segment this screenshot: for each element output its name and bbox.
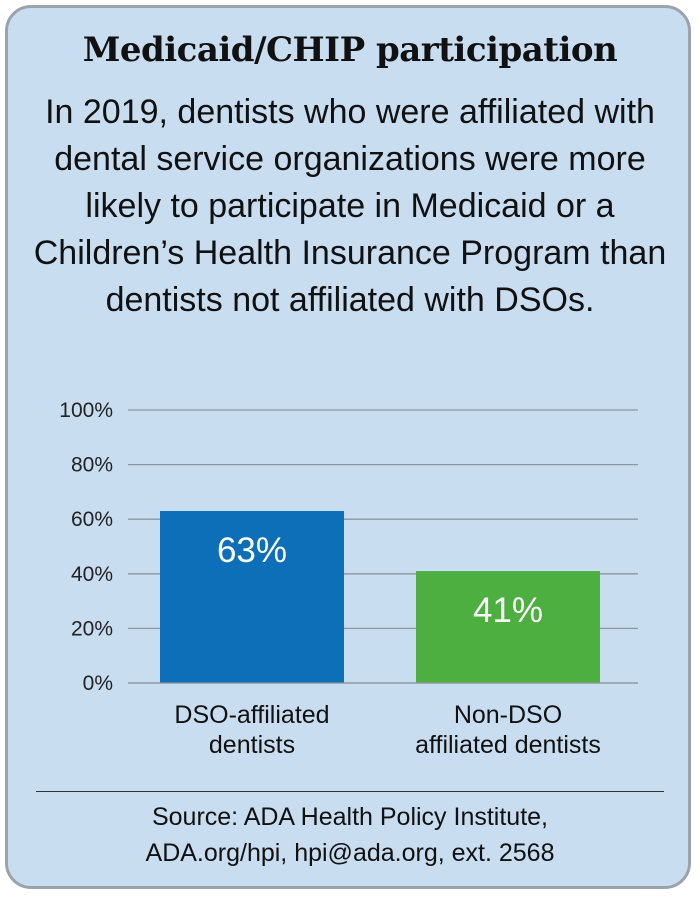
y-tick-label: 40% bbox=[71, 563, 113, 586]
data-label: 41% bbox=[473, 591, 543, 630]
y-tick-label: 60% bbox=[71, 508, 113, 531]
y-tick-label: 20% bbox=[71, 617, 113, 640]
data-label: 63% bbox=[217, 531, 287, 570]
category-label: dentists bbox=[209, 731, 295, 759]
y-tick-label: 80% bbox=[71, 454, 113, 477]
infographic-card bbox=[5, 5, 691, 889]
y-tick-label: 0% bbox=[83, 672, 113, 695]
divider bbox=[36, 791, 664, 792]
y-tick-label: 100% bbox=[59, 399, 113, 422]
bar bbox=[160, 511, 344, 683]
category-label: Non-DSO bbox=[454, 701, 562, 729]
chart-title: Medicaid/CHIP participation bbox=[82, 30, 618, 70]
source-line-2: ADA.org/hpi, hpi@ada.org, ext. 2568 bbox=[145, 839, 555, 867]
category-label: affiliated dentists bbox=[415, 731, 601, 759]
source-note: Source: ADA Health Policy Institute, ADA… bbox=[0, 799, 700, 871]
bar bbox=[416, 571, 600, 683]
chart-subtitle: In 2019, dentists who were affiliated wi… bbox=[33, 93, 667, 319]
category-label: DSO-affiliated bbox=[174, 701, 329, 729]
source-line-1: Source: ADA Health Policy Institute, bbox=[151, 803, 549, 831]
